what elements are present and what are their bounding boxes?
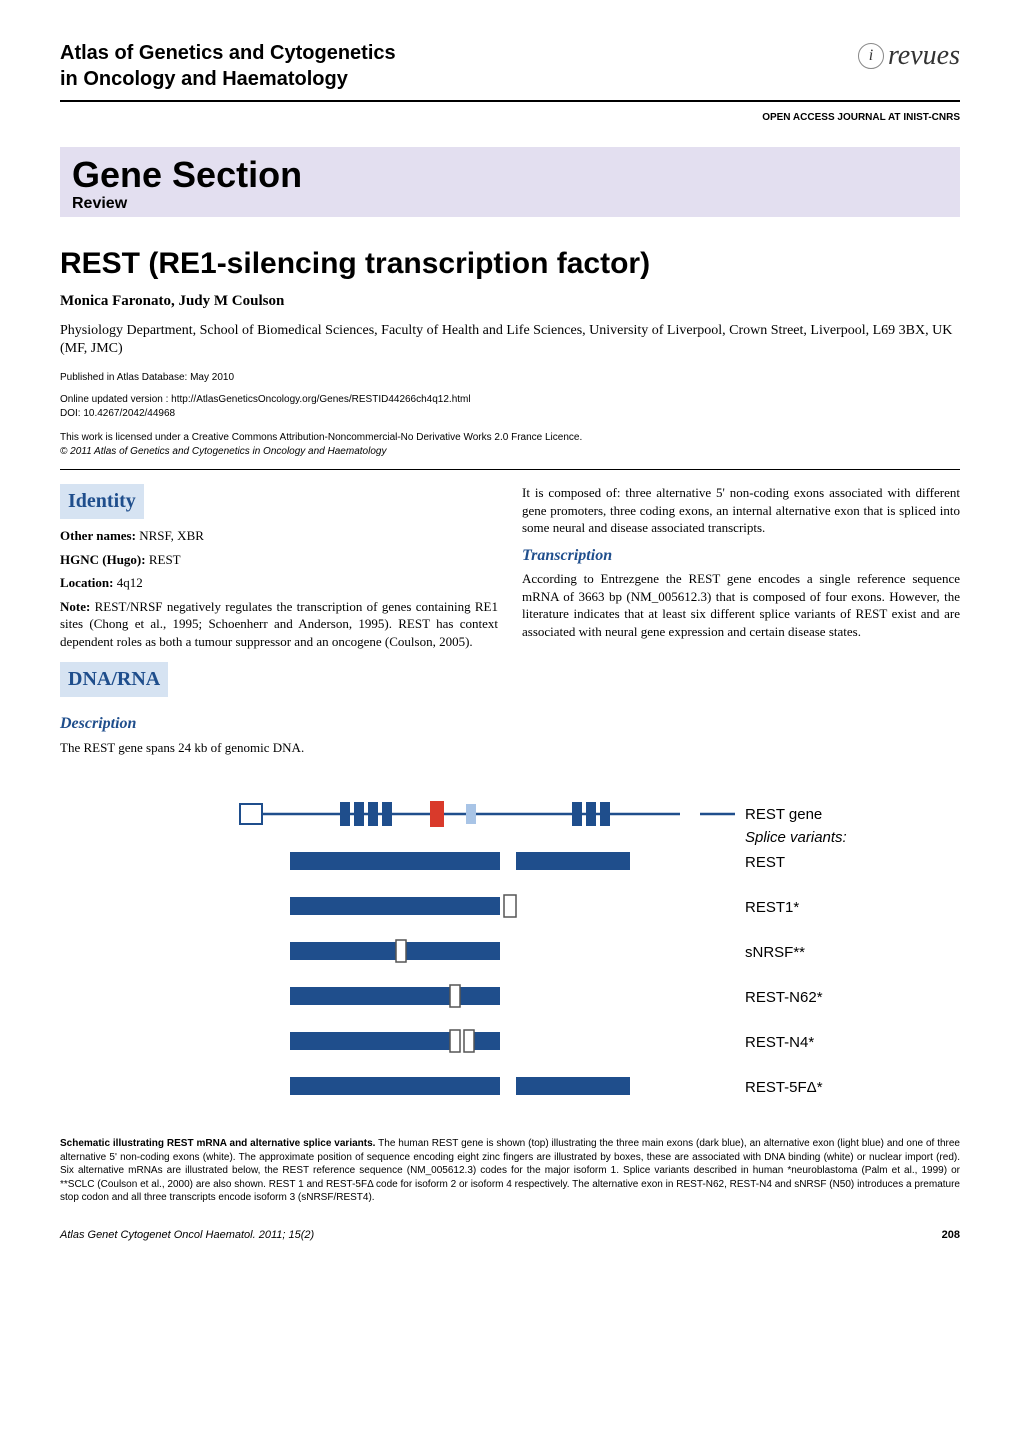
header-rule: [60, 100, 960, 102]
section-banner-small: Review: [72, 195, 948, 213]
logo-text: revues: [888, 40, 960, 72]
svg-text:REST: REST: [745, 854, 785, 871]
section-banner-big: Gene Section: [72, 155, 948, 195]
journal-title: Atlas of Genetics and Cytogenetics in On…: [60, 40, 396, 92]
section-banner: Gene Section Review: [60, 147, 960, 217]
location-value: 4q12: [113, 575, 142, 590]
article-title: REST (RE1-silencing transcription factor…: [60, 247, 960, 281]
body-rule: [60, 469, 960, 470]
svg-text:REST-N62*: REST-N62*: [745, 989, 823, 1006]
figure-svg: REST gene Splice variants: REST REST1* sNRSF…: [140, 782, 880, 1122]
dnarna-heading: DNA/RNA: [60, 662, 168, 697]
identity-heading: Identity: [60, 484, 144, 519]
footer: Atlas Genet Cytogenet Oncol Haematol. 20…: [60, 1229, 960, 1241]
license-line2: © 2011 Atlas of Genetics and Cytogenetic…: [60, 445, 960, 459]
svg-text:sNRSF**: sNRSF**: [745, 944, 805, 961]
hgnc-value: REST: [146, 552, 181, 567]
svg-text:REST gene: REST gene: [745, 806, 822, 823]
journal-line2: in Oncology and Haematology: [60, 66, 396, 92]
license-line1: This work is licensed under a Creative C…: [60, 431, 960, 445]
open-access-label: OPEN ACCESS JOURNAL AT INIST-CNRS: [60, 112, 960, 123]
svg-text:REST-5FΔ*: REST-5FΔ*: [745, 1079, 823, 1096]
note-label: Note:: [60, 599, 90, 614]
description-heading: Description: [60, 713, 498, 735]
description-text: The REST gene spans 24 kb of genomic DNA…: [60, 739, 498, 757]
article-license: This work is licensed under a Creative C…: [60, 431, 960, 459]
article-online-version: Online updated version : http://AtlasGen…: [60, 393, 960, 407]
col2-p2: According to Entrezgene the REST gene en…: [522, 570, 960, 640]
article-affiliation: Physiology Department, School of Biomedi…: [60, 322, 960, 358]
location-label: Location:: [60, 575, 113, 590]
other-names-label: Other names:: [60, 528, 136, 543]
hgnc-label: HGNC (Hugo):: [60, 552, 146, 567]
footer-left: Atlas Genet Cytogenet Oncol Haematol. 20…: [60, 1229, 314, 1241]
column-left: Identity Other names: NRSF, XBR HGNC (Hu…: [60, 484, 498, 762]
note-value: REST/NRSF negatively regulates the trans…: [60, 599, 498, 649]
col2-p1: It is composed of: three alternative 5' …: [522, 484, 960, 537]
svg-text:REST1*: REST1*: [745, 899, 799, 916]
figure-caption-bold: Schematic illustrating REST mRNA and alt…: [60, 1138, 375, 1149]
transcription-heading: Transcription: [522, 545, 960, 567]
svg-text:Splice variants:: Splice variants:: [745, 829, 847, 846]
article-doi: DOI: 10.4267/2042/44968: [60, 407, 960, 421]
figure-caption: Schematic illustrating REST mRNA and alt…: [60, 1137, 960, 1205]
journal-logo: i revues: [858, 40, 960, 72]
article-meta: Online updated version : http://AtlasGen…: [60, 393, 960, 421]
figure: REST gene Splice variants: REST REST1* sNRSF…: [60, 782, 960, 1127]
footer-right: 208: [942, 1229, 960, 1241]
article-published: Published in Atlas Database: May 2010: [60, 372, 960, 383]
column-right: It is composed of: three alternative 5' …: [522, 484, 960, 762]
article-authors: Monica Faronato, Judy M Coulson: [60, 293, 960, 310]
journal-line1: Atlas of Genetics and Cytogenetics: [60, 40, 396, 66]
logo-icon: i: [858, 43, 884, 69]
svg-text:REST-N4*: REST-N4*: [745, 1034, 814, 1051]
other-names-value: NRSF, XBR: [136, 528, 204, 543]
